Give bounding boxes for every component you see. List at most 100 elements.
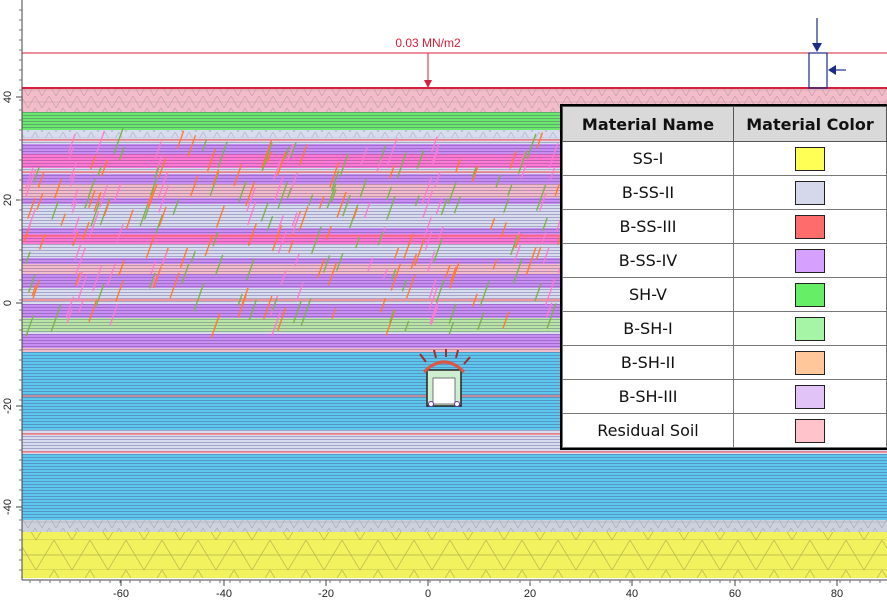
crack-mark (525, 247, 537, 276)
crack-mark (263, 295, 273, 320)
crack-mark (33, 166, 40, 183)
crack-mark (416, 150, 425, 169)
crack-mark (509, 151, 517, 169)
crack-mark (291, 214, 300, 235)
crack-mark (101, 159, 108, 177)
crack-mark (432, 143, 440, 162)
material-color-cell (733, 175, 887, 210)
crack-mark (396, 152, 407, 179)
legend-row: SS-I (562, 141, 887, 176)
y-tick-label: 40 (2, 91, 14, 103)
crack-mark (65, 296, 75, 318)
crack-mark (201, 139, 208, 152)
crack-mark (390, 263, 402, 291)
crack-mark (526, 133, 537, 160)
material-name: B-SS-IV (562, 243, 734, 278)
crack-mark (277, 181, 289, 210)
crack-mark (261, 142, 273, 172)
crack-mark (176, 130, 185, 150)
crack-mark (181, 263, 190, 284)
crack-mark (261, 140, 273, 169)
crack-mark (238, 180, 247, 203)
crack-mark (92, 265, 103, 292)
crack-mark (71, 201, 77, 213)
crack-mark (548, 143, 559, 169)
crack-mark (169, 272, 180, 299)
crack-mark (386, 196, 396, 220)
crack-mark (143, 208, 149, 220)
crack-mark (435, 198, 443, 215)
crack-mark (298, 206, 309, 232)
crack-mark (359, 179, 368, 198)
crack-mark (76, 271, 83, 287)
crack-mark (455, 159, 461, 172)
crack-mark (155, 155, 163, 172)
crack-mark (352, 206, 359, 220)
crack-mark (391, 269, 397, 280)
crack-mark (534, 283, 542, 302)
crack-mark (25, 315, 35, 337)
crack-mark (423, 216, 433, 237)
crack-mark (385, 309, 396, 336)
crack-mark (149, 272, 156, 289)
crack-mark (546, 302, 553, 318)
crack-mark (212, 231, 219, 247)
crack-mark (308, 194, 314, 206)
crack-marks (23, 127, 571, 339)
x-tick-label: 0 (425, 588, 431, 600)
layer-stripe-mesh (22, 174, 887, 184)
crack-mark (37, 172, 45, 189)
layer-stripe-mesh (22, 294, 887, 304)
crack-mark (38, 234, 46, 250)
crack-mark (273, 160, 282, 180)
crack-mark (387, 138, 398, 165)
material-legend: Material Name Material Color SS-I B-SS-II… (562, 106, 887, 448)
crack-mark (325, 225, 332, 240)
material-color-cell (733, 243, 887, 278)
crack-mark (448, 322, 455, 335)
crack-mark (71, 188, 79, 208)
crack-mark (289, 172, 298, 195)
crack-mark (72, 216, 80, 234)
crack-mark (432, 238, 443, 263)
crack-mark (290, 142, 297, 158)
crack-mark (103, 200, 111, 216)
crack-mark (158, 185, 169, 213)
load-label: 0.03 MN/m2 (395, 36, 461, 50)
crack-mark (448, 303, 457, 324)
crack-mark (271, 224, 283, 252)
crack-mark (471, 166, 477, 178)
material-name: SH-V (562, 277, 734, 312)
crack-mark (360, 147, 368, 166)
crack-mark (405, 274, 416, 299)
crack-mark (106, 262, 116, 286)
crack-mark (477, 312, 485, 331)
crack-mark (237, 293, 243, 306)
legend-row: B-SH-II (562, 345, 887, 380)
crack-mark (298, 144, 308, 166)
crack-mark (492, 259, 498, 270)
crack-mark (512, 258, 523, 285)
crack-mark (296, 282, 304, 301)
crack-mark (206, 148, 217, 172)
material-name: B-SH-III (562, 379, 734, 414)
crack-mark (433, 171, 441, 189)
crack-mark (544, 278, 556, 306)
layer-stripe-mesh (22, 204, 887, 214)
layer-transition-mesh (22, 520, 887, 532)
crack-mark (471, 165, 479, 183)
crack-mark (539, 192, 547, 211)
crack-mark (428, 278, 437, 299)
crack-mark (431, 150, 439, 167)
crack-mark (241, 287, 249, 306)
material-color-swatch (795, 282, 825, 307)
crack-mark (429, 300, 439, 324)
crack-mark (74, 272, 81, 286)
crack-mark (158, 158, 167, 178)
x-tick-label: 80 (831, 588, 843, 600)
crack-mark (500, 222, 508, 237)
crack-mark (212, 169, 220, 186)
crack-mark (440, 198, 448, 216)
material-color-cell (733, 141, 887, 176)
